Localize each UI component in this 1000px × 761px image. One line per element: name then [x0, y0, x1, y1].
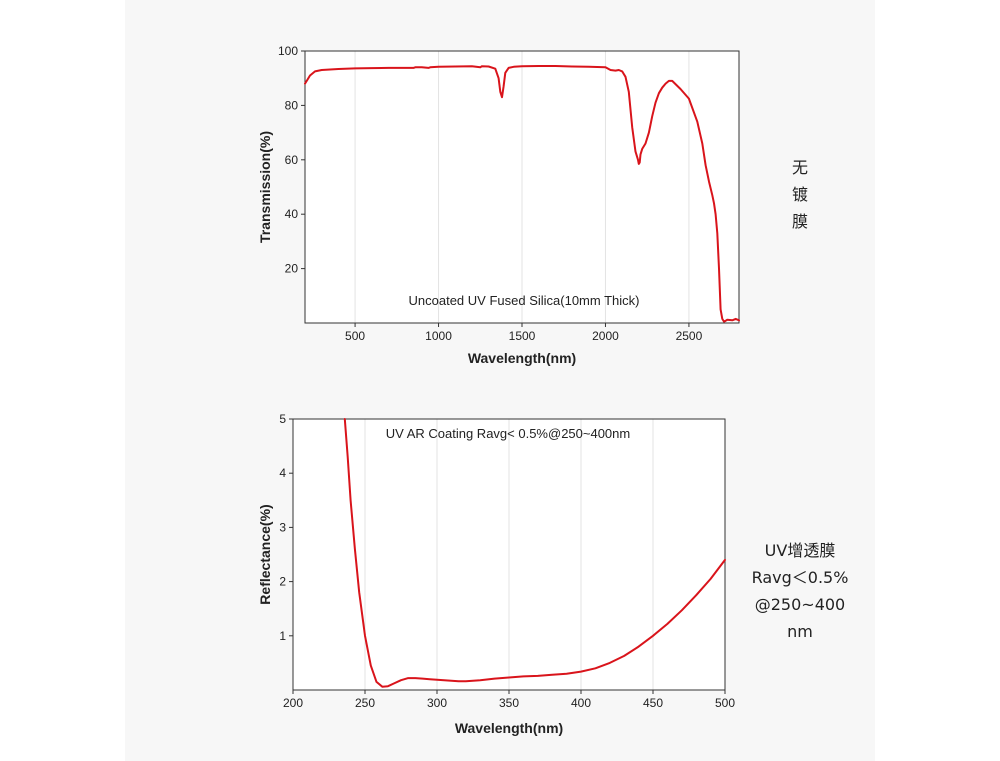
x-tick-label: 400: [571, 696, 591, 710]
x-tick-label: 500: [715, 696, 735, 710]
x-tick-label: 2500: [676, 329, 703, 343]
x-tick-label: 250: [355, 696, 375, 710]
x-tick-label: 350: [499, 696, 519, 710]
y-tick-label: 60: [285, 153, 299, 167]
side-note-line: 无: [791, 158, 808, 177]
x-tick-label: 2000: [592, 329, 619, 343]
y-tick-label: 3: [279, 520, 286, 534]
side-note-line: Ravg＜0.5%: [751, 568, 849, 587]
x-tick-label: 300: [427, 696, 447, 710]
chart-title: UV AR Coating Ravg< 0.5%@250~400nm: [386, 426, 630, 441]
side-note-line: 镀: [791, 185, 808, 204]
y-tick-label: 100: [278, 44, 298, 58]
y-axis-label: Transmission(%): [257, 131, 273, 243]
side-note-ar-coating: UV增透膜 Ravg＜0.5% @250~400 nm: [740, 537, 860, 645]
y-tick-label: 2: [279, 575, 286, 589]
y-tick-label: 40: [285, 207, 299, 221]
chart-title: Uncoated UV Fused Silica(10mm Thick): [409, 293, 640, 308]
y-tick-label: 5: [279, 412, 286, 426]
x-tick-label: 1500: [509, 329, 536, 343]
data-series-line: [343, 418, 726, 688]
y-tick-label: 4: [279, 466, 286, 480]
side-note-line: @250~400: [754, 595, 846, 614]
data-series-line: [304, 65, 740, 323]
side-note-line: 膜: [791, 212, 808, 231]
reflectance-chart: 1 2 3 4 5 200 250 300 350 400 450 500 UV AR Coating …: [257, 412, 735, 736]
x-tick-label: 450: [643, 696, 663, 710]
x-tick-label: 1000: [425, 329, 452, 343]
side-note-line: UV增透膜: [764, 541, 836, 560]
x-tick-label: 500: [345, 329, 365, 343]
y-tick-label: 80: [285, 98, 299, 112]
y-tick-label: 1: [279, 629, 286, 643]
x-tick-label: 200: [283, 696, 303, 710]
y-axis-label: Reflectance(%): [257, 504, 273, 604]
transmission-chart: 20 40 60 80 100 500 1000 1500 2000 2500 Uncoated U…: [257, 44, 740, 366]
side-note-uncoated: 无 镀 膜: [780, 154, 820, 235]
y-tick-label: 20: [285, 262, 299, 276]
side-note-line: nm: [787, 622, 813, 641]
x-axis-label: Wavelength(nm): [468, 350, 576, 366]
x-axis-label: Wavelength(nm): [455, 720, 563, 736]
